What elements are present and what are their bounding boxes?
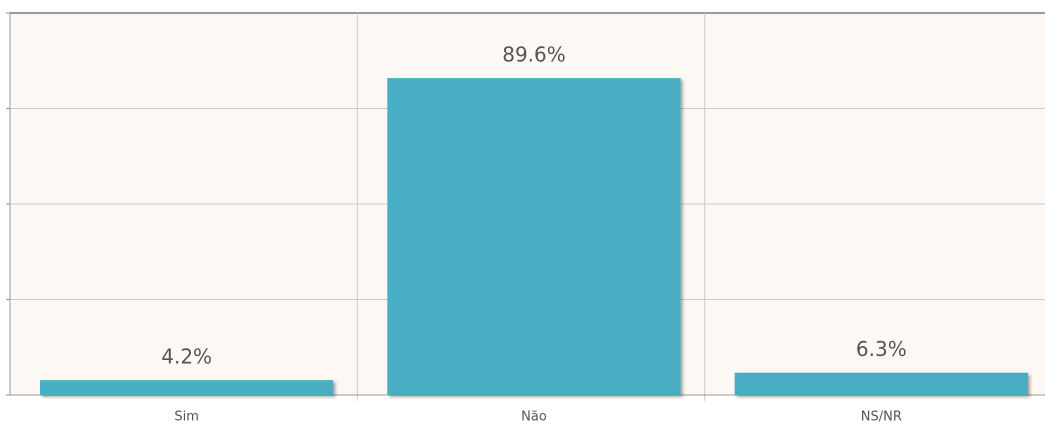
- x-tick-label: Sim: [174, 410, 199, 425]
- bar: [734, 372, 1028, 395]
- value-label: 4.2%: [161, 345, 212, 369]
- bar: [387, 78, 681, 395]
- bar: [40, 380, 334, 395]
- x-tick-label: Não: [521, 410, 547, 425]
- x-tick-label: NS/NR: [861, 410, 902, 425]
- value-label: 6.3%: [856, 337, 907, 361]
- value-label: 89.6%: [502, 43, 566, 67]
